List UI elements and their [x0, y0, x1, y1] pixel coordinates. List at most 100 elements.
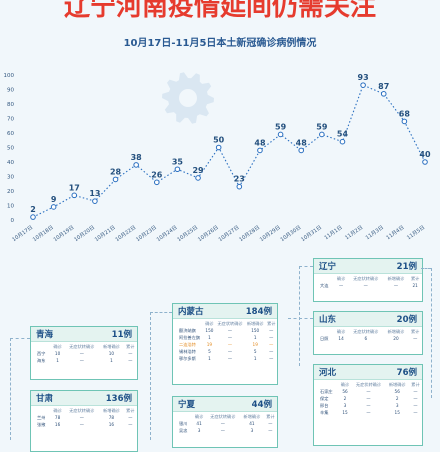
data-label: 17	[69, 183, 80, 192]
table-cell: —	[227, 349, 233, 354]
table-header-cell: 累计	[410, 328, 420, 334]
y-tick-label: 50	[7, 146, 14, 152]
data-point	[319, 131, 325, 138]
table-cell: 1	[110, 358, 113, 363]
y-tick-label: 80	[7, 102, 14, 108]
data-label: 29	[192, 166, 204, 175]
data-point	[422, 159, 428, 165]
y-tick-label: 70	[7, 117, 14, 123]
leader-line	[299, 266, 313, 267]
province-header: 内蒙古 184例	[173, 304, 277, 319]
data-point	[339, 138, 346, 145]
table-row: 日照 14 6 20 —	[314, 335, 422, 342]
data-point	[50, 204, 57, 210]
province-panel: 山东 20例 确诊 无症状转确诊 新增确诊 累计 日照 14 6 20 —	[313, 311, 423, 355]
data-label: 38	[131, 153, 143, 162]
table-row: 西宁 10 — 10 —	[31, 350, 137, 357]
table-cell: —	[128, 358, 133, 363]
table-cell: 15	[342, 410, 348, 415]
x-tick-label: 10月17日	[11, 224, 34, 243]
table-cell: 2	[395, 396, 399, 401]
table-cell: 10	[54, 351, 61, 356]
table-cell: —	[269, 328, 274, 333]
city-name: 海东	[37, 357, 46, 363]
city-name: 西宁	[37, 350, 46, 356]
x-tick-label: 10月20日	[73, 224, 96, 243]
data-point	[401, 118, 408, 125]
x-tick-label: 11月4日	[385, 224, 406, 241]
leader-line	[431, 268, 432, 398]
table-cell: —	[366, 389, 371, 394]
table-cell: 78	[108, 415, 115, 420]
province-name: 山东	[319, 315, 337, 325]
province-total: 136例	[105, 394, 132, 404]
table-header-cell: 确诊	[336, 275, 346, 281]
table-cell: 5	[253, 349, 257, 354]
leader-line	[10, 338, 11, 440]
x-tick-label: 10月25日	[176, 224, 199, 243]
province-total: 76例	[396, 368, 417, 378]
table-header-cell: 确诊	[194, 413, 204, 419]
table-row: 保定 2 — 2 —	[314, 395, 422, 402]
y-tick-label: 20	[7, 189, 14, 195]
table-cell: —	[269, 335, 274, 340]
table-cell: 1	[208, 335, 211, 340]
data-label: 9	[51, 195, 57, 204]
data-point	[133, 162, 139, 168]
table-header-cell: 新增确诊	[243, 413, 261, 419]
province-name: 甘肃	[36, 394, 54, 404]
table-cell: 1	[253, 356, 257, 361]
table-cell: —	[79, 351, 84, 356]
table-header-cell: 累计	[126, 407, 135, 413]
city-name: 鄂尔多斯	[179, 355, 196, 361]
table-cell: —	[220, 421, 225, 426]
city-name: 辛集	[320, 409, 329, 415]
table-cell: —	[268, 421, 273, 426]
table-row: 阿拉善左旗 1 — 1 —	[173, 334, 277, 341]
data-label: 59	[316, 122, 328, 131]
table-cell: —	[366, 403, 371, 408]
table-cell: 78	[54, 415, 61, 420]
city-name: 日照	[320, 335, 329, 341]
table-cell: —	[393, 283, 399, 288]
province-total: 11例	[111, 330, 132, 340]
table-row: 鄂尔多斯 1 — 1 —	[173, 355, 277, 362]
city-name: 额济纳旗	[179, 327, 196, 333]
table-cell: —	[269, 356, 274, 361]
x-tick-label: 11月2日	[344, 224, 365, 241]
table-cell: —	[227, 335, 233, 340]
table-cell: 19	[206, 342, 213, 347]
table-cell: 1	[208, 356, 211, 361]
table-header-cell: 确诊	[53, 343, 62, 349]
table-header-cell: 确诊	[205, 320, 214, 326]
province-panel: 甘肃 136例 确诊 无症状转确诊 新增确诊 累计 兰州 78 — 78 — 张掖 16 — 16 —	[30, 390, 138, 452]
data-label: 93	[358, 73, 369, 82]
province-panel: 宁夏 44例 确诊 无症状转确诊 新增确诊 累计 银川 41 — 41 — 吴忠 3 — 3 —	[172, 396, 278, 448]
province-header: 宁夏 44例	[173, 397, 277, 412]
table-cell: —	[413, 389, 418, 394]
table-cell: 16	[108, 422, 115, 427]
data-point	[30, 214, 36, 220]
table-cell: —	[227, 328, 233, 333]
x-tick-label: 11月5日	[406, 224, 427, 241]
table-cell: 3	[395, 403, 399, 408]
table-header-cell: 累计	[410, 275, 420, 281]
table-header-cell: 新增确诊	[103, 343, 120, 349]
table-cell: 21	[412, 283, 418, 288]
x-tick-label: 10月23日	[135, 224, 158, 243]
table-cell: 16	[54, 422, 61, 427]
table-row: 吴忠 3 — 3 —	[173, 427, 277, 434]
data-label: 48	[254, 138, 266, 147]
data-label: 48	[296, 138, 308, 147]
x-tick-label: 10月26日	[197, 224, 220, 243]
city-name: 二连浩特	[179, 341, 196, 347]
table-row: 辛集 15 — 15 —	[314, 409, 422, 416]
table-header-cell: 确诊	[336, 328, 346, 334]
province-total: 44例	[251, 400, 272, 410]
city-name: 兰州	[37, 414, 46, 420]
y-tick-label: 90	[7, 88, 14, 94]
province-total: 20例	[396, 315, 417, 325]
table-header-cell: 累计	[126, 343, 135, 349]
province-header: 青海 11例	[31, 327, 137, 342]
table-header-cell: 无症状转确诊	[353, 275, 379, 281]
